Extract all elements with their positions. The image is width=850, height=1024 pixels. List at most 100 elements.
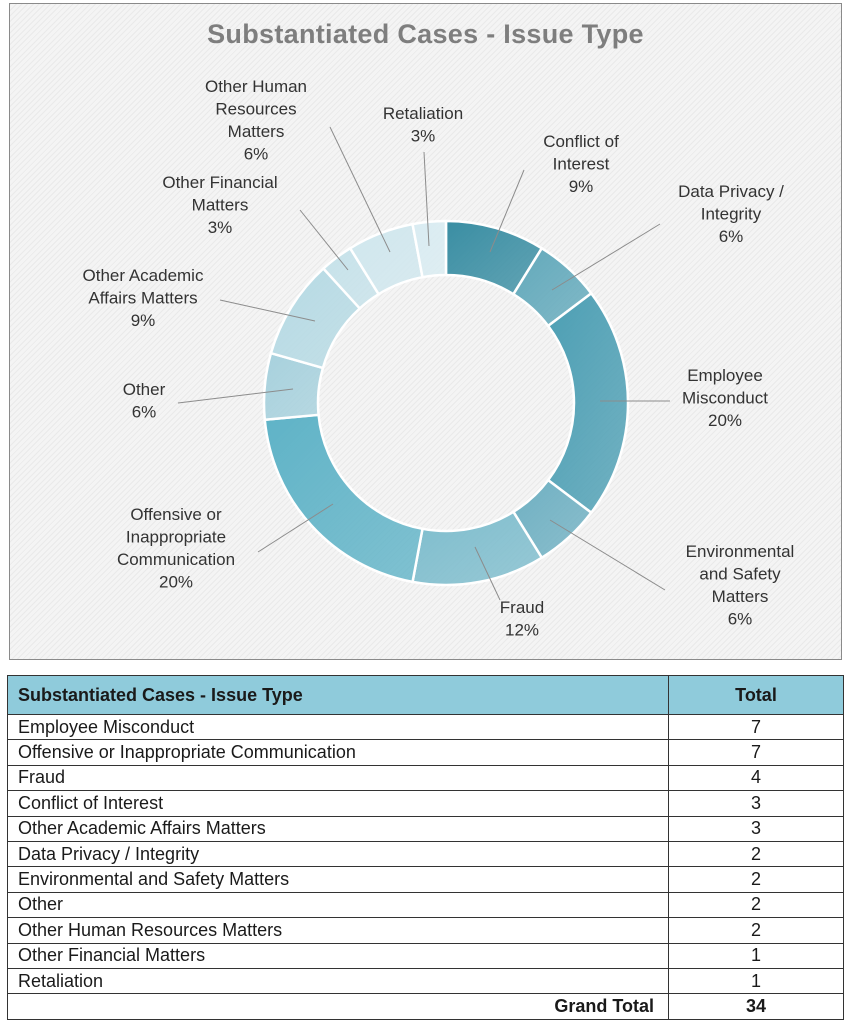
slice-label: Other 6% bbox=[123, 380, 166, 422]
leader-line bbox=[299, 209, 349, 271]
leader-line bbox=[257, 503, 334, 553]
slice-label-line: 6% bbox=[719, 227, 744, 246]
slice-label-line: 3% bbox=[208, 218, 233, 237]
row-total: 4 bbox=[668, 764, 844, 792]
table-row: Other Financial Matters 1 bbox=[7, 942, 844, 969]
slice-label-line: Other bbox=[123, 380, 166, 399]
slice-label-line: Interest bbox=[553, 155, 610, 174]
row-total: 7 bbox=[668, 739, 844, 766]
slice-label-line: 9% bbox=[569, 177, 594, 196]
donut-slice bbox=[411, 219, 448, 279]
leader-line bbox=[219, 299, 316, 322]
slice-label-line: Resources bbox=[215, 100, 296, 119]
slice-label-line: Data Privacy / bbox=[678, 182, 784, 201]
slice-label-line: Inappropriate bbox=[126, 528, 226, 547]
slice-label: Conflict of Interest 9% bbox=[543, 132, 619, 196]
row-total: 7 bbox=[668, 713, 844, 741]
slice-label: Retaliation 3% bbox=[383, 104, 463, 146]
table-row: Other 2 bbox=[7, 891, 844, 919]
total-column-header: Total bbox=[668, 675, 844, 715]
table-row: Conflict of Interest 3 bbox=[7, 790, 844, 817]
row-total: 2 bbox=[668, 866, 844, 893]
donut-slice bbox=[546, 291, 630, 515]
slice-label-line: Employee bbox=[687, 366, 763, 385]
row-category: Data Privacy / Integrity bbox=[7, 840, 669, 868]
slice-label-line: Conflict of bbox=[543, 132, 619, 151]
row-category: Other Financial Matters bbox=[7, 942, 669, 969]
table-row: Data Privacy / Integrity 2 bbox=[7, 840, 844, 868]
slice-label-line: Matters bbox=[192, 196, 249, 215]
slice-label: Fraud 12% bbox=[500, 598, 544, 640]
slice-label: Employee Misconduct 20% bbox=[682, 366, 768, 430]
table-row: Environmental and Safety Matters 2 bbox=[7, 866, 844, 893]
slice-label: Environmental and Safety Matters 6% bbox=[686, 542, 795, 629]
slice-label-line: Other Academic bbox=[83, 266, 204, 285]
slice-label-line: 3% bbox=[411, 127, 436, 146]
slice-label-line: Communication bbox=[117, 550, 235, 569]
issue-type-table: Substantiated Cases - Issue Type Total E… bbox=[7, 675, 844, 1020]
table-row: Other Human Resources Matters 2 bbox=[7, 917, 844, 944]
leader-line bbox=[489, 169, 525, 253]
row-category: Other bbox=[7, 891, 669, 919]
chart-panel: Substantiated Cases - Issue Type bbox=[9, 3, 842, 660]
slice-label-line: Affairs Matters bbox=[88, 289, 197, 308]
slice-label-line: Integrity bbox=[701, 205, 762, 224]
table-row: Employee Misconduct 7 bbox=[7, 713, 844, 741]
table-row: Other Academic Affairs Matters 3 bbox=[7, 815, 844, 842]
slice-label: Other Human Resources Matters 6% bbox=[205, 77, 307, 164]
row-category: Retaliation bbox=[7, 967, 669, 995]
table-row: Retaliation 1 bbox=[7, 967, 844, 995]
leader-line bbox=[551, 223, 661, 291]
slice-label-line: 6% bbox=[244, 145, 269, 164]
slice-label-line: Environmental bbox=[686, 542, 795, 561]
slice-label-line: 9% bbox=[131, 311, 156, 330]
slice-label-line: Other Financial bbox=[162, 173, 277, 192]
slice-label-line: Matters bbox=[228, 122, 285, 141]
slice-label: Other Financial Matters 3% bbox=[162, 173, 277, 237]
slice-label-line: Fraud bbox=[500, 598, 544, 617]
leader-line bbox=[177, 388, 294, 404]
row-category: Fraud bbox=[7, 764, 669, 792]
slice-label-line: Retaliation bbox=[383, 104, 463, 123]
slice-label: Offensive or Inappropriate Communication 20… bbox=[117, 505, 235, 592]
slice-label-line: Matters bbox=[712, 587, 769, 606]
grand-total-label: Grand Total bbox=[7, 993, 669, 1020]
slice-label: Other Academic Affairs Matters 9% bbox=[83, 266, 204, 330]
slice-label-line: 12% bbox=[505, 621, 539, 640]
row-category: Offensive or Inappropriate Communication bbox=[7, 739, 669, 766]
grand-total-row: Grand Total 34 bbox=[7, 993, 844, 1020]
slice-label-line: 6% bbox=[132, 403, 157, 422]
donut-chart: Conflict of Interest 9% Data Privacy / Integ… bbox=[83, 77, 795, 640]
leader-line bbox=[549, 519, 666, 591]
slice-label-line: Offensive or bbox=[130, 505, 222, 524]
row-category: Employee Misconduct bbox=[7, 713, 669, 741]
row-total: 3 bbox=[668, 815, 844, 842]
slice-label-line: 20% bbox=[708, 411, 742, 430]
leader-line bbox=[423, 151, 430, 247]
row-category: Other Academic Affairs Matters bbox=[7, 815, 669, 842]
leader-line bbox=[474, 546, 501, 601]
row-category: Environmental and Safety Matters bbox=[7, 866, 669, 893]
table-header-row: Substantiated Cases - Issue Type Total bbox=[7, 675, 844, 715]
donut-slice bbox=[263, 413, 424, 584]
category-column-header: Substantiated Cases - Issue Type bbox=[7, 675, 669, 715]
leader-line bbox=[329, 126, 391, 253]
slice-label: Data Privacy / Integrity 6% bbox=[678, 182, 784, 246]
row-total: 2 bbox=[668, 840, 844, 868]
slice-label-line: 20% bbox=[159, 573, 193, 592]
row-total: 1 bbox=[668, 967, 844, 995]
row-total: 2 bbox=[668, 917, 844, 944]
table-row: Offensive or Inappropriate Communication… bbox=[7, 739, 844, 766]
slice-label-line: 6% bbox=[728, 610, 753, 629]
row-category: Other Human Resources Matters bbox=[7, 917, 669, 944]
slice-label-line: Other Human bbox=[205, 77, 307, 96]
slice-label-line: and Safety bbox=[699, 565, 781, 584]
row-total: 2 bbox=[668, 891, 844, 919]
row-total: 1 bbox=[668, 942, 844, 969]
row-category: Conflict of Interest bbox=[7, 790, 669, 817]
grand-total-value: 34 bbox=[668, 993, 844, 1020]
slice-label-line: Misconduct bbox=[682, 389, 768, 408]
chart-title: Substantiated Cases - Issue Type bbox=[207, 19, 644, 49]
row-total: 3 bbox=[668, 790, 844, 817]
table-row: Fraud 4 bbox=[7, 764, 844, 792]
